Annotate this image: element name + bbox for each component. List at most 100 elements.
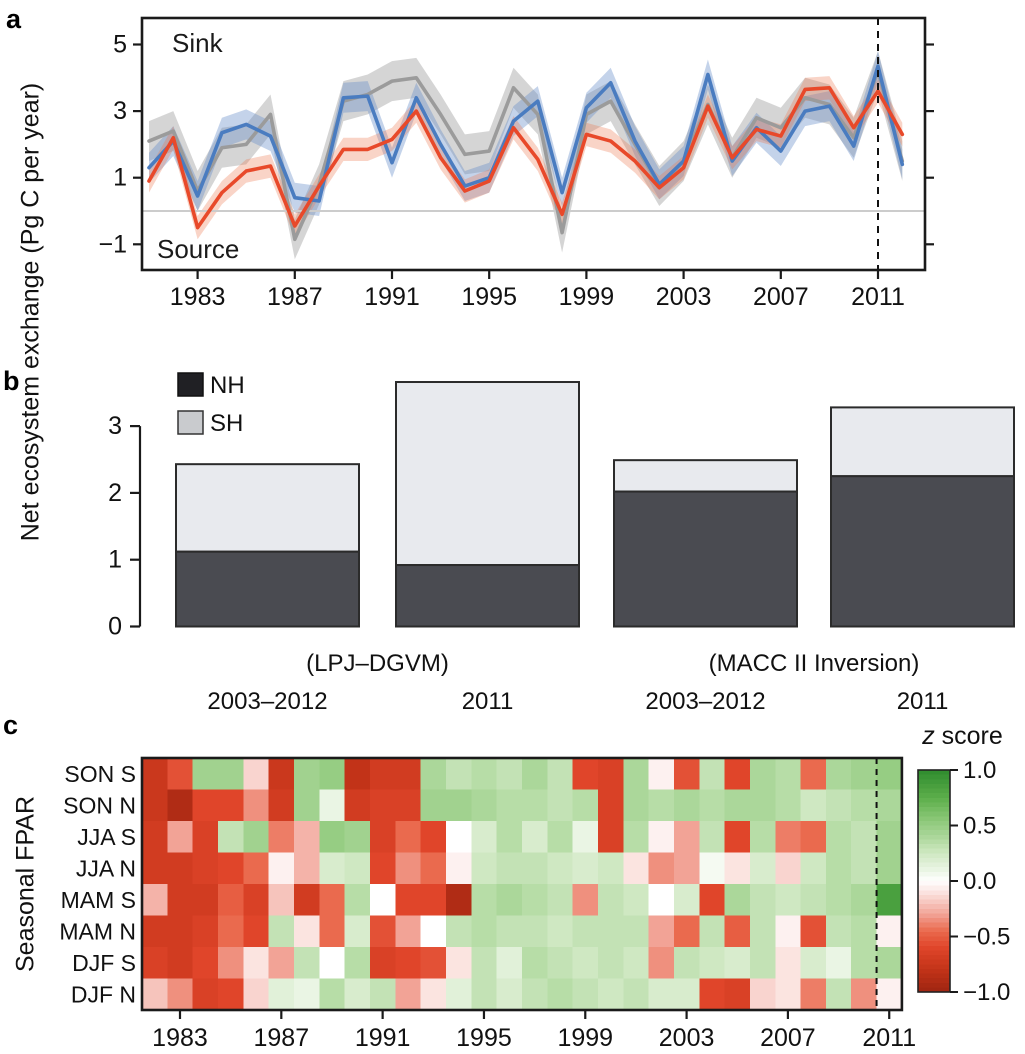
heatmap-cell [243,947,270,979]
heatmap-cell [699,852,726,885]
heatmap-cell [825,884,852,916]
colorbar-title: z score [900,722,1025,751]
heatmap-cell [876,978,903,1011]
heatmap-cell [395,884,422,916]
heatmap-cell [851,821,878,853]
heatmap-cell [623,821,650,853]
colorbar-gradient-step [918,931,950,938]
legend-nh-label: NH [210,372,245,399]
heatmap-cell [876,789,903,822]
heatmap-cell [825,821,852,853]
heatmap-cell [800,884,827,916]
colorbar-gradient-step [918,978,950,984]
heatmap-cell [648,978,675,1011]
heatmap-cell [369,884,396,916]
panel-c-letter: c [3,710,19,740]
heatmap-cell [673,758,700,790]
y-tick-label-a: −1 [98,230,127,258]
heatmap-cell [217,789,244,822]
heatmap-cell [749,947,776,979]
colorbar-gradient-step [918,848,950,854]
heatmap-cell [699,915,726,948]
heatmap-cell [445,758,472,790]
x-tick-label-c: 1999 [557,1024,613,1052]
colorbar-gradient-step [918,830,950,836]
heatmap-cell [319,978,346,1011]
x-tick-label-c: 1987 [254,1024,310,1052]
heatmap-cell [167,852,194,885]
heatmap-cell [851,789,878,822]
heatmap-cell [344,821,371,853]
heatmap-cell [142,789,168,822]
colorbar-gradient-step [918,945,950,951]
x-tick-label-c: 1995 [456,1024,512,1052]
heatmap-cell [471,758,498,790]
heatmap-cell [142,821,168,853]
heatmap-cell [547,947,574,979]
group-label-macc: (MACC II Inversion) [708,650,920,677]
heatmap-cell [572,758,599,790]
heatmap-cell [521,852,548,885]
heatmap-cell [825,915,852,948]
heatmap-cell [800,915,827,948]
heatmap-cell [395,789,422,822]
heatmap-cell [699,758,726,790]
heatmap-cell [471,947,498,979]
heatmap-cell [673,978,700,1011]
bar-label-macc-decade: 2003–2012 [645,688,766,715]
heatmap-cell [547,852,574,885]
colorbar-gradient-step [918,982,950,988]
heatmap-cell [167,758,194,790]
heatmap-cell [572,884,599,916]
heatmap-cell [572,947,599,979]
heatmap-cell [572,821,599,853]
x-tick-label-a: 1999 [559,283,615,311]
heatmap-cell [268,789,295,822]
heatmap-cell [825,852,852,885]
heatmap-cell [572,915,599,948]
heatmap-cell [648,758,675,790]
heatmap-cell [597,758,624,790]
heatmap-cell [192,947,219,979]
heatmap-cell [749,758,776,790]
heatmap-cell [167,821,194,853]
gray-inversion-line [147,69,905,242]
heatmap-cell [167,947,194,979]
heatmap-cell [547,821,574,853]
blue-inversion-line [147,64,905,203]
bar-sh-segment [175,463,360,553]
colorbar-gradient-step [918,918,950,924]
colorbar-gradient-step [918,857,950,864]
source-annotation: Source [157,234,240,264]
heatmap-cell [597,978,624,1011]
heatmap-cell [800,947,827,979]
heatmap-cell [445,915,472,948]
heatmap-cell [572,978,599,1011]
heatmap-cell [420,789,447,822]
heatmap-cell [344,884,371,916]
heatmap-cell [800,758,827,790]
gray-inversion-line-band [149,51,903,260]
colorbar-gradient-step [918,922,950,928]
colorbar-gradient-step [918,802,950,808]
heatmap-cell [369,789,396,822]
heatmap-cell [293,789,320,822]
colorbar-gradient-step [918,797,950,803]
heatmap-cell [142,978,168,1011]
row-label: SON S [64,761,136,787]
heatmap-cell [268,821,295,853]
heatmap-cell [623,978,650,1011]
heatmap-cell [268,884,295,916]
heatmap-cell [319,915,346,948]
heatmap-cell [699,789,726,822]
heatmap-cell [142,947,168,979]
heatmap-cell [420,947,447,979]
heatmap-cell [395,821,422,853]
heatmap-cell [496,821,523,853]
heatmap-cell [673,821,700,853]
colorbar-gradient-step [918,825,950,831]
row-label: JJA N [76,855,136,881]
y-tick-label-b: 1 [108,546,122,574]
heatmap-cell [319,821,346,853]
